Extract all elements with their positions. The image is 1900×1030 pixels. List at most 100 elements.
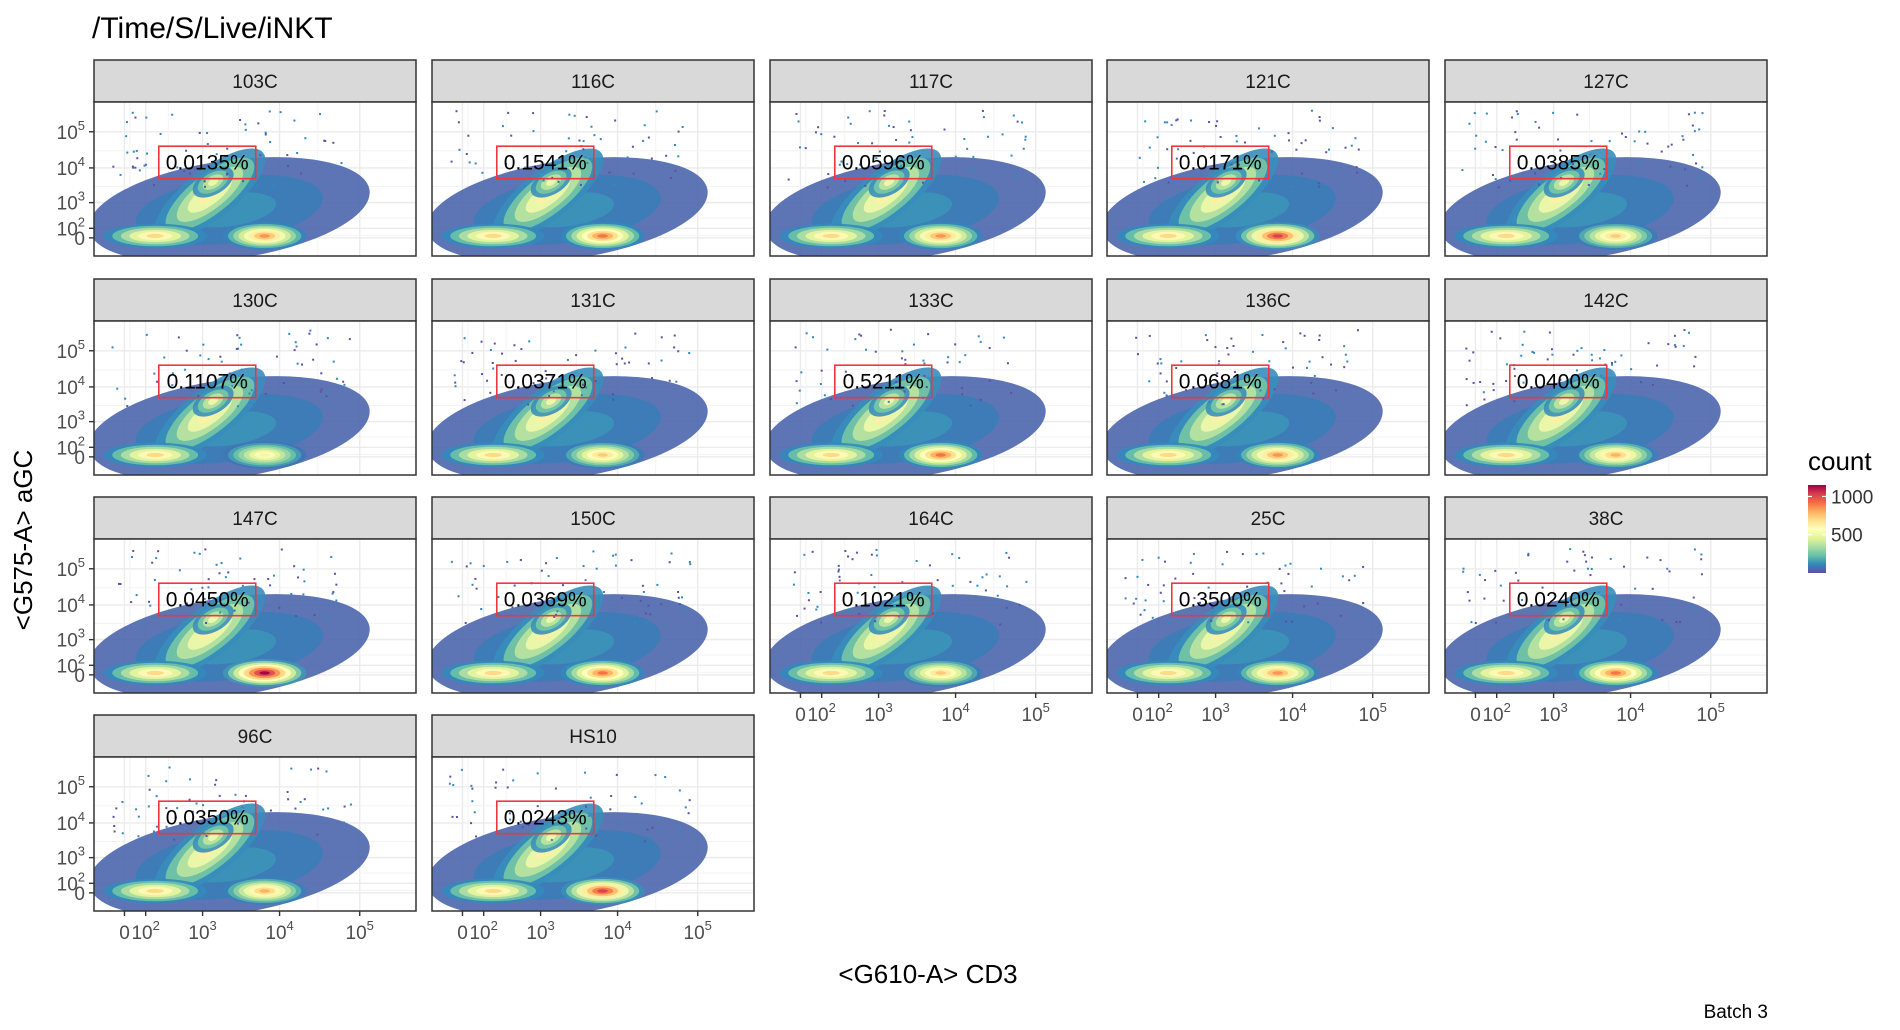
event-dot <box>883 114 886 117</box>
event-dot <box>280 548 283 551</box>
event-dot <box>1538 126 1541 129</box>
event-dot <box>264 133 267 136</box>
y-tick-label: 102 <box>57 651 85 677</box>
event-dot <box>1139 613 1142 616</box>
event-dot <box>1346 360 1349 363</box>
event-dot <box>1492 389 1495 392</box>
event-dot <box>146 152 149 155</box>
event-dot <box>900 164 903 167</box>
event-dot <box>619 823 622 826</box>
cd3-negative-population <box>1116 442 1220 468</box>
event-dot <box>938 613 941 616</box>
event-dot <box>1610 361 1613 364</box>
event-dot <box>631 145 634 148</box>
event-dot <box>130 601 133 604</box>
y-tick-label: 104 <box>57 809 85 835</box>
event-dot <box>1589 153 1592 156</box>
event-dot <box>1533 387 1536 390</box>
event-dot <box>958 557 961 560</box>
cd3-positive-population <box>560 877 645 905</box>
event-dot <box>165 825 168 828</box>
event-dot <box>1669 165 1672 168</box>
event-dot <box>1465 378 1468 381</box>
event-dot <box>1325 151 1328 154</box>
event-dot <box>1692 153 1695 156</box>
event-dot <box>1189 561 1192 564</box>
event-dot <box>1162 584 1165 587</box>
event-dot <box>293 119 296 122</box>
event-dot <box>1218 360 1221 363</box>
event-dot <box>1355 166 1358 169</box>
event-dot <box>131 165 134 168</box>
event-dot <box>1192 552 1195 555</box>
y-tick-label: 0 <box>74 666 85 687</box>
event-dot <box>1291 620 1294 623</box>
event-dot <box>119 583 122 586</box>
event-dot <box>1472 351 1475 354</box>
event-dot <box>497 596 500 599</box>
event-dot <box>851 404 854 407</box>
event-dot <box>1312 392 1315 395</box>
event-dot <box>1141 558 1144 561</box>
event-dot <box>241 806 244 809</box>
event-dot <box>1659 559 1662 562</box>
event-dot <box>165 807 168 810</box>
event-dot <box>317 767 320 770</box>
event-dot <box>491 361 494 364</box>
event-dot <box>924 181 927 184</box>
event-dot <box>152 830 155 833</box>
x-tick-label: 103 <box>188 918 216 944</box>
gate-percentage: 0.0171% <box>1179 151 1262 174</box>
event-dot <box>302 568 305 571</box>
event-dot <box>986 135 989 138</box>
event-dot <box>1217 363 1220 366</box>
event-dot <box>837 568 840 571</box>
event-dot <box>1620 354 1623 357</box>
panel-border <box>1444 320 1768 476</box>
facet-label: 38C <box>1589 509 1624 530</box>
event-dot <box>455 815 458 818</box>
event-dot <box>1235 140 1238 143</box>
panel-border <box>1444 538 1768 694</box>
event-dot <box>578 139 581 142</box>
density-cloud <box>1107 109 1383 256</box>
event-dot <box>582 148 585 151</box>
event-dot <box>644 612 647 615</box>
event-dot <box>1005 606 1008 609</box>
event-dot <box>1608 140 1611 143</box>
event-dot <box>981 109 984 112</box>
panel-border <box>769 538 1093 694</box>
event-dot <box>1511 116 1514 119</box>
event-dot <box>862 401 865 404</box>
gate-rectangle <box>495 582 595 617</box>
diagonal-core <box>192 821 234 853</box>
event-dot <box>998 575 1001 578</box>
density-cloud <box>94 548 370 693</box>
event-dot <box>677 350 680 353</box>
event-dot <box>234 793 237 796</box>
panel-border <box>93 756 417 912</box>
facet-label: 150C <box>570 509 615 530</box>
event-dot <box>963 137 966 140</box>
event-dot <box>278 606 281 609</box>
event-dot <box>1620 132 1623 135</box>
event-dot <box>453 374 456 377</box>
event-dot <box>289 828 292 831</box>
event-dot <box>1647 342 1650 345</box>
event-dot <box>542 179 545 182</box>
event-dot <box>135 808 138 811</box>
event-dot <box>119 173 122 176</box>
event-dot <box>1479 381 1482 384</box>
event-dot <box>207 586 210 589</box>
event-dot <box>1573 569 1576 572</box>
x-tick-label: 102 <box>1482 700 1510 726</box>
facet-strip <box>1444 278 1768 322</box>
event-dot <box>1255 553 1258 556</box>
x-axis: 0 102 103 104 105 <box>1470 693 1725 726</box>
event-dot <box>649 837 652 840</box>
event-dot <box>621 357 624 360</box>
gate-percentage: 0.1021% <box>842 588 925 611</box>
event-dot <box>115 807 118 810</box>
event-dot <box>874 350 877 353</box>
event-dot <box>1660 150 1663 153</box>
